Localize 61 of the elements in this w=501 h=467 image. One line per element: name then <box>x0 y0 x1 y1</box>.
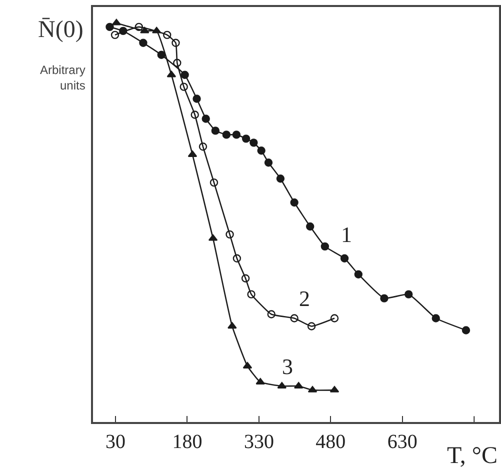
point <box>157 50 166 59</box>
point <box>294 382 304 388</box>
point <box>106 22 114 32</box>
point <box>277 382 287 388</box>
x-tick-label: 180 <box>172 431 202 453</box>
point <box>320 242 330 251</box>
point <box>208 234 218 241</box>
point <box>330 314 339 322</box>
point <box>190 110 199 119</box>
point <box>222 130 231 139</box>
point <box>211 126 220 135</box>
point <box>139 38 148 48</box>
point <box>166 70 176 78</box>
point <box>163 30 172 40</box>
x-tick-label: 330 <box>244 431 274 453</box>
point <box>264 158 273 167</box>
point <box>308 386 318 392</box>
point <box>306 222 314 231</box>
point <box>180 82 188 91</box>
point <box>330 386 340 392</box>
point <box>226 230 234 239</box>
point <box>152 26 162 34</box>
point <box>247 290 256 298</box>
point <box>290 198 298 207</box>
point <box>432 314 440 322</box>
text: Arbitrary units <box>40 63 86 93</box>
point <box>173 58 182 67</box>
point <box>276 174 285 183</box>
point <box>192 94 201 103</box>
point <box>241 274 250 282</box>
point <box>290 314 298 322</box>
point <box>340 254 349 262</box>
point <box>112 18 122 26</box>
point <box>307 322 316 330</box>
point <box>404 290 413 298</box>
x-tick-label: 480 <box>316 431 346 453</box>
point <box>242 134 250 143</box>
point <box>202 114 210 123</box>
y-axis-title: N̄(0) <box>38 17 84 43</box>
point <box>380 294 388 302</box>
point <box>462 326 470 334</box>
point <box>180 70 189 79</box>
point <box>267 310 276 318</box>
point <box>228 322 237 329</box>
point <box>250 138 258 147</box>
point <box>232 254 242 262</box>
point <box>140 26 150 34</box>
x-tick-label: 30 <box>105 431 126 453</box>
series-label: 1 <box>341 222 352 247</box>
series-label: 2 <box>299 286 310 311</box>
series-label: 3 <box>282 354 293 379</box>
point <box>110 30 120 40</box>
point <box>354 270 363 278</box>
point <box>257 146 266 155</box>
point <box>172 38 180 48</box>
x-axis-title: T, °C <box>447 443 498 467</box>
point <box>198 142 208 151</box>
point <box>232 130 241 139</box>
x-tick-label: 630 <box>387 431 418 453</box>
point <box>134 22 144 32</box>
point <box>210 178 218 187</box>
